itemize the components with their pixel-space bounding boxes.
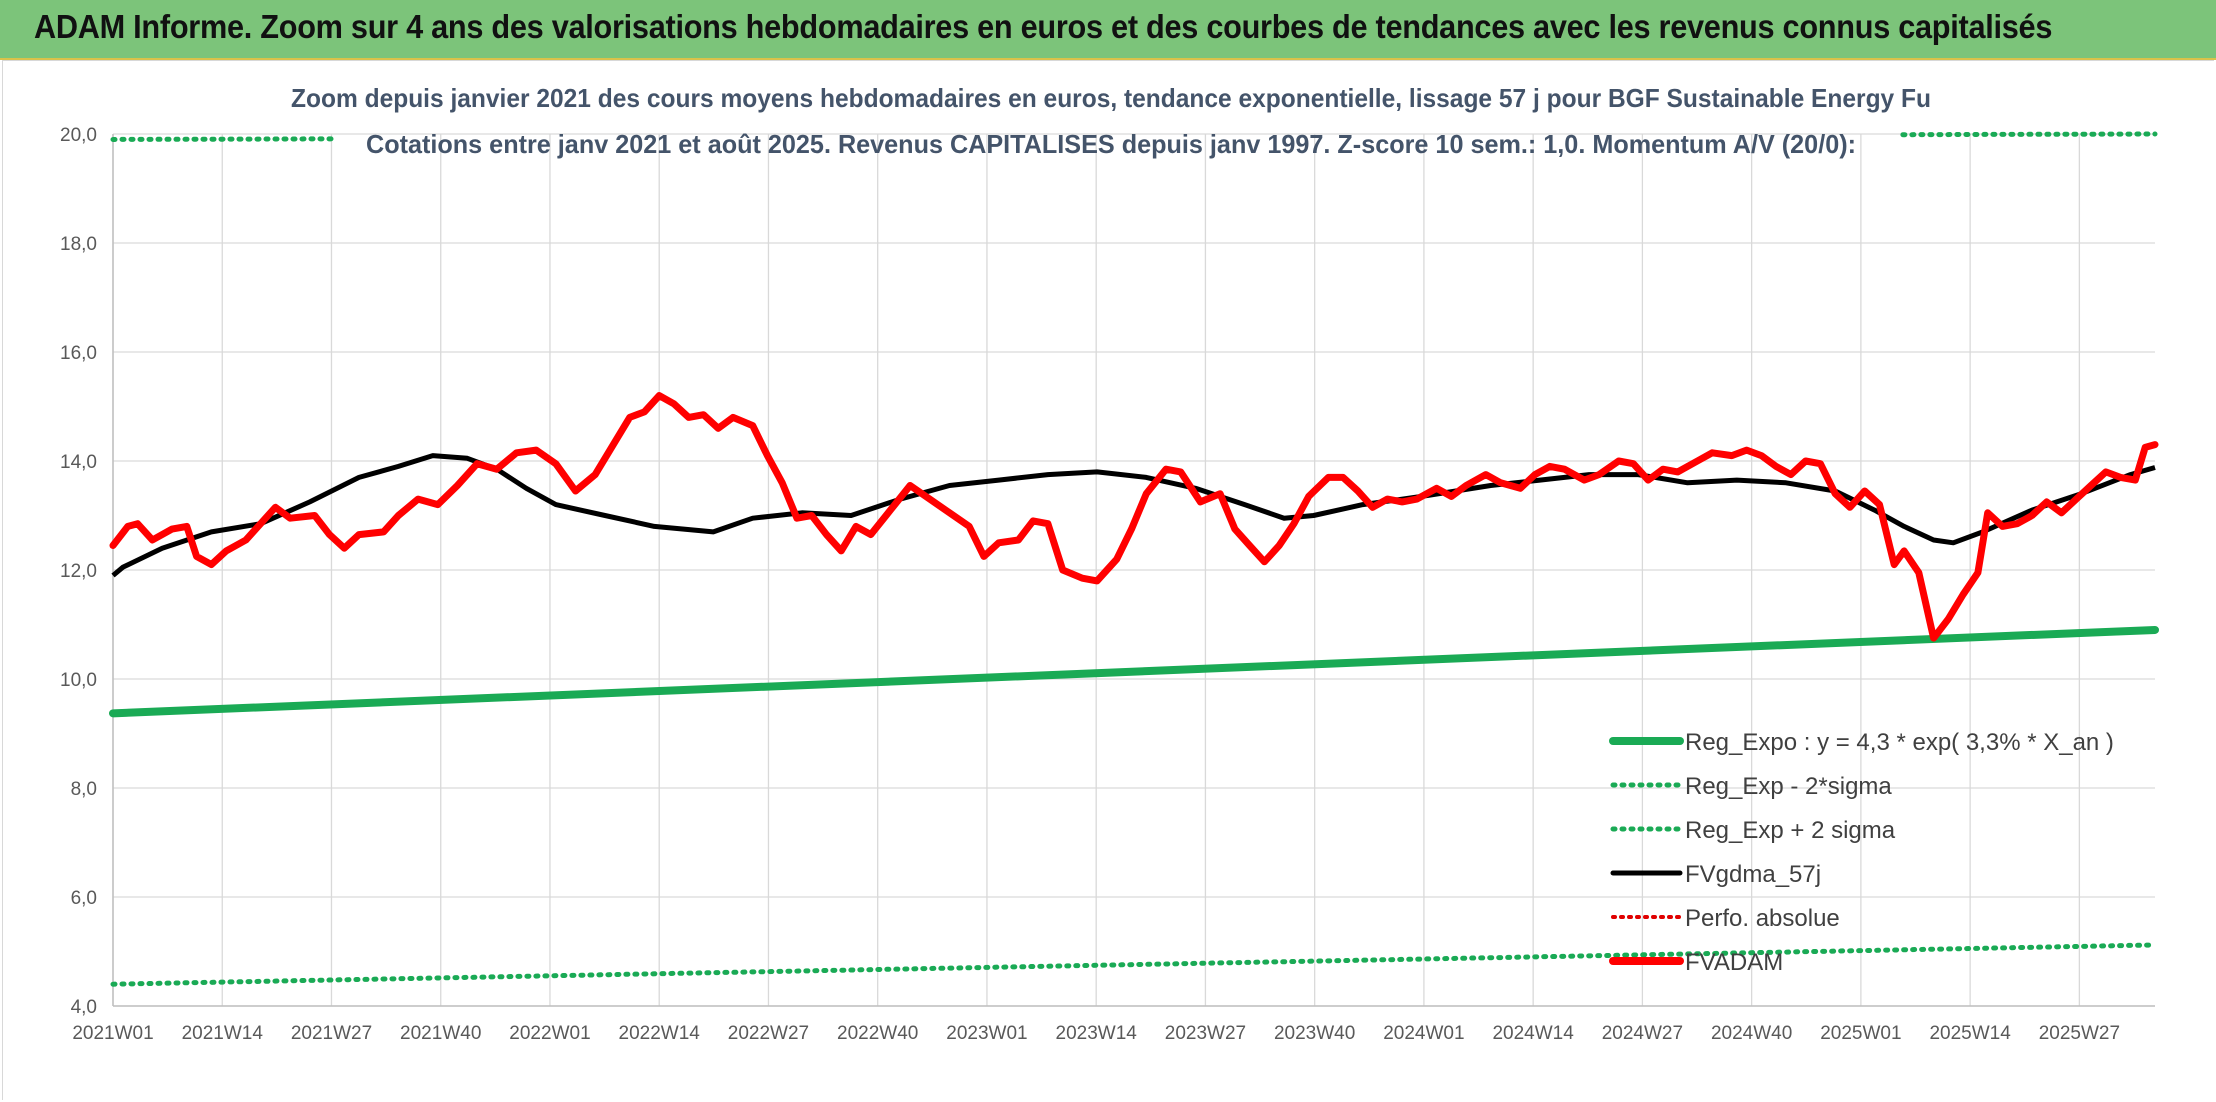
report-title: ADAM Informe. Zoom sur 4 ans des valoris… bbox=[34, 8, 2053, 45]
x-tick-label: 2025W01 bbox=[1820, 1023, 1901, 1044]
x-tick-label: 2024W01 bbox=[1383, 1023, 1464, 1044]
legend-label: FVgdma_57j bbox=[1685, 861, 1821, 888]
x-tick-label: 2023W14 bbox=[1056, 1023, 1138, 1044]
series-line-fvadam bbox=[109, 392, 2159, 642]
legend-label: Reg_Expo : y = 4,3 * exp( 3,3% * X_an ) bbox=[1685, 729, 2114, 756]
y-tick-label: 4,0 bbox=[71, 997, 97, 1018]
line-chart: 4,0 6,0 8,0 10,0 12,0 14,0 16,0 18,0 20,0 2021W01… bbox=[3, 61, 2215, 1101]
x-tick-label: 2022W40 bbox=[837, 1023, 918, 1044]
y-tick-label: 12,0 bbox=[60, 561, 97, 582]
report-banner: ADAM Informe. Zoom sur 4 ans des valoris… bbox=[0, 0, 2216, 60]
x-tick-label: 2025W27 bbox=[2039, 1023, 2120, 1044]
chart-title: Zoom depuis janvier 2021 des cours moyen… bbox=[291, 83, 1931, 159]
y-tick-label: 16,0 bbox=[60, 343, 97, 364]
y-tick-label: 8,0 bbox=[71, 779, 97, 800]
x-tick-label: 2023W27 bbox=[1165, 1023, 1246, 1044]
x-tick-label: 2024W40 bbox=[1711, 1023, 1792, 1044]
chart-title-line-2: Cotations entre janv 2021 et août 2025. … bbox=[366, 129, 1856, 159]
chart-area: 4,0 6,0 8,0 10,0 12,0 14,0 16,0 18,0 20,0 2021W01… bbox=[2, 60, 2215, 1101]
series-line-reg-exp-plus-2-sigma bbox=[1900, 131, 2158, 138]
x-tick-label: 2025W14 bbox=[1929, 1023, 2011, 1044]
y-tick-label: 20,0 bbox=[60, 125, 97, 146]
series-lines bbox=[109, 131, 2159, 987]
y-tick-label: 14,0 bbox=[60, 452, 97, 473]
legend-item: FVgdma_57j bbox=[1610, 861, 1821, 888]
x-tick-label: 2021W40 bbox=[400, 1023, 481, 1044]
series-line-reg-exp-minus-2-sigma bbox=[110, 942, 2158, 987]
x-tick-label: 2021W14 bbox=[182, 1023, 264, 1044]
y-tick-label: 10,0 bbox=[60, 670, 97, 691]
x-tick-label: 2022W14 bbox=[619, 1023, 701, 1044]
x-tick-label: 2022W27 bbox=[728, 1023, 809, 1044]
series-line-reg-expo bbox=[109, 625, 2159, 718]
legend-label: Perfo. absolue bbox=[1685, 905, 1840, 932]
legend-item: FVADAM bbox=[1609, 949, 1783, 976]
x-tick-label: 2023W40 bbox=[1274, 1023, 1355, 1044]
series-line-reg-exp-plus-2-sigma bbox=[110, 136, 334, 142]
legend-item: Reg_Exp + 2 sigma bbox=[1610, 817, 1896, 844]
x-tick-label: 2023W01 bbox=[946, 1023, 1027, 1044]
x-tick-label: 2021W27 bbox=[291, 1023, 372, 1044]
legend-label: FVADAM bbox=[1685, 949, 1783, 976]
x-tick-label: 2024W27 bbox=[1602, 1023, 1683, 1044]
y-tick-label: 18,0 bbox=[60, 234, 97, 255]
y-tick-label: 6,0 bbox=[71, 888, 97, 909]
x-tick-label: 2021W01 bbox=[72, 1023, 153, 1044]
chart-background bbox=[3, 61, 2215, 1101]
axes: 4,0 6,0 8,0 10,0 12,0 14,0 16,0 18,0 20,0 2021W01… bbox=[60, 125, 2155, 1044]
x-tick-label: 2024W14 bbox=[1492, 1023, 1574, 1044]
chart-title-line-1: Zoom depuis janvier 2021 des cours moyen… bbox=[291, 83, 1931, 113]
x-tick-label: 2022W01 bbox=[509, 1023, 590, 1044]
legend-item: Reg_Expo : y = 4,3 * exp( 3,3% * X_an ) bbox=[1609, 729, 2114, 756]
legend-item: Reg_Exp - 2*sigma bbox=[1610, 773, 1892, 800]
gridlines bbox=[112, 133, 2155, 1007]
legend-item: Perfo. absolue bbox=[1611, 905, 1840, 932]
legend-label: Reg_Exp - 2*sigma bbox=[1685, 773, 1892, 800]
legend: Reg_Expo : y = 4,3 * exp( 3,3% * X_an ) R… bbox=[1609, 729, 2114, 976]
legend-label: Reg_Exp + 2 sigma bbox=[1685, 817, 1896, 844]
